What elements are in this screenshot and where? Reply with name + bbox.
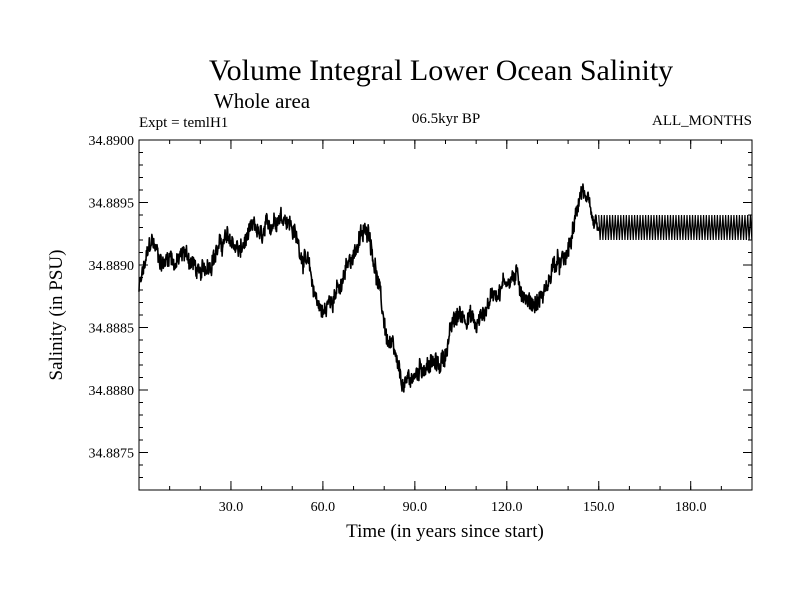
x-tick-label: 120.0 — [491, 500, 523, 515]
x-tick-label: 90.0 — [403, 500, 428, 515]
salinity-steady-state-line — [598, 214, 753, 241]
x-tick-label: 180.0 — [675, 500, 707, 515]
chart-title: Volume Integral Lower Ocean Salinity — [209, 54, 673, 87]
period-label: 06.5kyr BP — [412, 111, 480, 127]
y-tick-label: 34.8880 — [89, 384, 135, 399]
x-tick-label: 30.0 — [219, 500, 244, 515]
months-label: ALL_MONTHS — [652, 113, 752, 129]
y-tick-label: 34.8900 — [89, 134, 135, 149]
plot-frame — [138, 139, 753, 491]
x-tick-label: 60.0 — [311, 500, 336, 515]
salinity-series-line — [138, 183, 600, 393]
experiment-label: Expt = temlH1 — [139, 115, 228, 131]
x-axis-label: Time (in years since start) — [346, 521, 544, 542]
y-tick-label: 34.8875 — [89, 447, 135, 462]
chart-subtitle: Whole area — [214, 89, 311, 113]
y-tick-label: 34.8895 — [89, 197, 135, 212]
x-tick-label: 150.0 — [583, 500, 615, 515]
y-tick-label: 34.8890 — [89, 259, 135, 274]
y-axis-label: Salinity (in PSU) — [46, 250, 67, 381]
y-tick-label: 34.8885 — [89, 322, 135, 337]
